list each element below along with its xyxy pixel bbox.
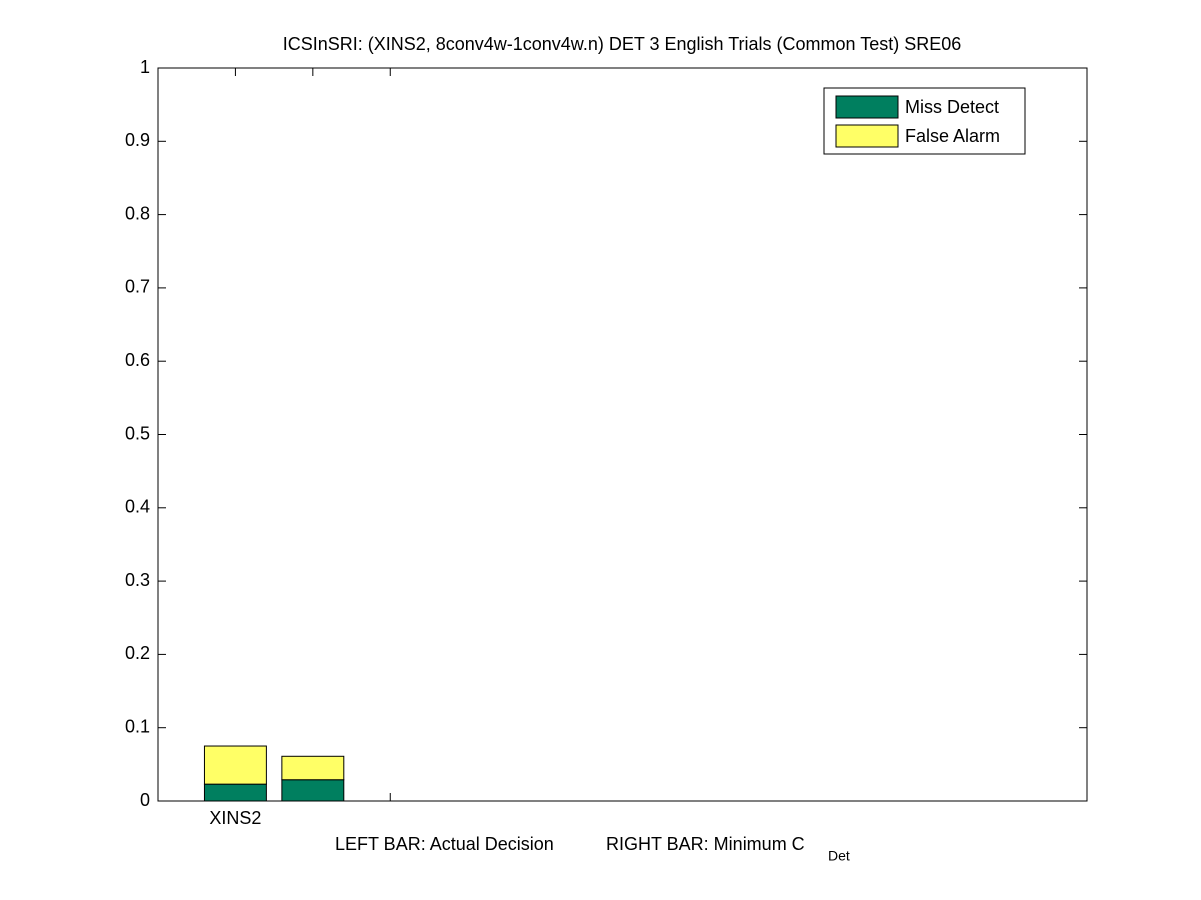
bar-segment [203,745,267,785]
bar-segment [281,755,345,781]
legend-label: Miss Detect [905,97,999,117]
legend-swatch [835,95,899,119]
y-tick-label: 0.7 [125,277,150,297]
x-tick-label: XINS2 [209,808,261,828]
legend-label: False Alarm [905,126,1000,146]
x-axis-label-subscript: Det [828,848,850,864]
bar-segment [281,779,345,802]
y-tick-label: 0.1 [125,716,150,736]
y-tick-label: 0.4 [125,497,150,517]
y-tick-label: 0.2 [125,643,150,663]
bar-segment [203,783,267,802]
x-axis-label: RIGHT BAR: Minimum C [606,834,805,854]
y-tick-label: 0.9 [125,130,150,150]
y-tick-label: 1 [140,57,150,77]
x-axis-label: LEFT BAR: Actual Decision [335,834,554,854]
y-tick-label: 0.5 [125,423,150,443]
y-tick-label: 0.3 [125,570,150,590]
y-tick-label: 0.6 [125,350,150,370]
chart-title: ICSInSRI: (XINS2, 8conv4w-1conv4w.n) DET… [283,34,962,54]
plot-frame [157,67,1088,802]
y-tick-label: 0.8 [125,203,150,223]
y-tick-label: 0 [140,790,150,810]
legend-swatch [835,124,899,148]
